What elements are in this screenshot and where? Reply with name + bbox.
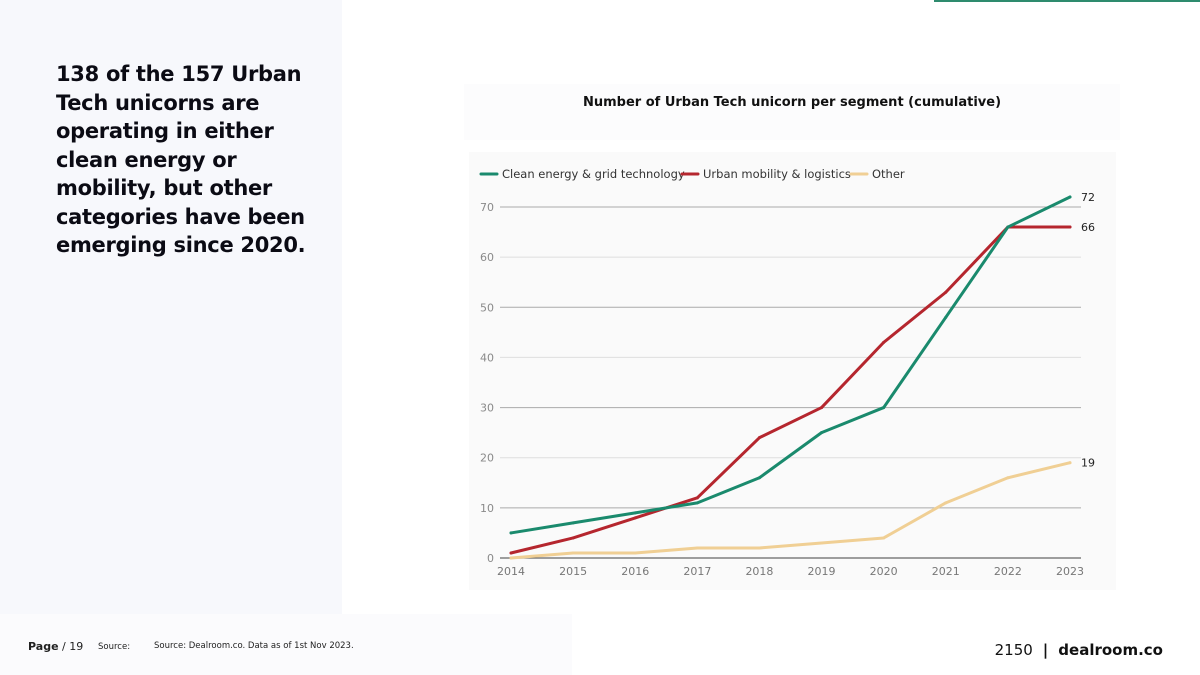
y-tick-label: 20 <box>480 452 494 465</box>
legend-label: Clean energy & grid technology <box>502 167 685 181</box>
x-tick-label: 2015 <box>559 565 587 578</box>
data-point <box>944 501 948 505</box>
data-point <box>509 551 513 555</box>
data-point <box>695 501 699 505</box>
data-point <box>882 536 886 540</box>
top-accent-line <box>934 0 1200 2</box>
data-point <box>571 536 575 540</box>
x-tick-label: 2014 <box>497 565 525 578</box>
data-point <box>695 496 699 500</box>
chart-title: Number of Urban Tech unicorn per segment… <box>582 95 1002 110</box>
data-point <box>571 521 575 525</box>
data-point <box>633 516 637 520</box>
brand-logo[interactable]: 2150 | dealroom.co <box>995 641 1163 659</box>
series-line-0 <box>509 195 1072 535</box>
end-value-label: 72 <box>1081 191 1095 204</box>
data-point <box>571 551 575 555</box>
data-point <box>820 431 824 435</box>
left-panel <box>0 0 342 675</box>
x-tick-label: 2022 <box>994 565 1022 578</box>
data-point <box>1006 476 1010 480</box>
end-value-label: 66 <box>1081 221 1095 234</box>
data-point <box>757 436 761 440</box>
x-tick-label: 2016 <box>621 565 649 578</box>
brand-2150: 2150 <box>994 641 1033 659</box>
end-value-label: 19 <box>1081 457 1095 470</box>
data-point <box>509 556 513 560</box>
data-point <box>882 340 886 344</box>
data-point <box>944 315 948 319</box>
data-point <box>633 551 637 555</box>
x-tick-label: 2021 <box>932 565 960 578</box>
x-tick-label: 2017 <box>683 565 711 578</box>
series-line-2 <box>509 461 1072 560</box>
data-point <box>1068 461 1072 465</box>
chart-background <box>469 152 1116 590</box>
series-line-1 <box>509 225 1072 555</box>
y-tick-label: 70 <box>480 201 494 214</box>
page-word: Page <box>28 640 59 653</box>
y-tick-label: 60 <box>480 251 494 264</box>
brand-dealroom: dealroom.co <box>1058 641 1163 659</box>
y-tick-label: 10 <box>480 502 494 515</box>
x-tick-label: 2023 <box>1056 565 1084 578</box>
chart-title-box <box>464 84 1120 140</box>
y-tick-label: 30 <box>480 402 494 415</box>
data-point <box>509 531 513 535</box>
legend-label: Other <box>872 167 905 181</box>
source-label: Source: <box>98 642 131 652</box>
data-point <box>757 476 761 480</box>
data-point <box>820 541 824 545</box>
page-total: / 19 <box>58 640 84 653</box>
brand-separator: | <box>1042 641 1049 659</box>
x-tick-label: 2020 <box>870 565 898 578</box>
data-point <box>757 546 761 550</box>
y-tick-label: 40 <box>480 351 494 364</box>
x-tick-label: 2018 <box>745 565 773 578</box>
y-tick-label: 0 <box>487 552 494 565</box>
data-point <box>882 406 886 410</box>
data-point <box>820 406 824 410</box>
data-point <box>944 290 948 294</box>
page-number: Page / 19 <box>28 640 83 653</box>
footer-strip <box>0 614 572 675</box>
data-point <box>695 546 699 550</box>
x-tick-label: 2019 <box>808 565 836 578</box>
data-point <box>1068 195 1072 199</box>
source-text: Source: Dealroom.co. Data as of 1st Nov … <box>154 641 354 651</box>
data-point <box>1006 225 1010 229</box>
legend-label: Urban mobility & logistics <box>703 167 851 181</box>
data-point <box>633 511 637 515</box>
y-tick-label: 50 <box>480 301 494 314</box>
headline: 138 of the 157 Urban Tech unicorns are o… <box>56 62 306 257</box>
data-point <box>1068 225 1072 229</box>
